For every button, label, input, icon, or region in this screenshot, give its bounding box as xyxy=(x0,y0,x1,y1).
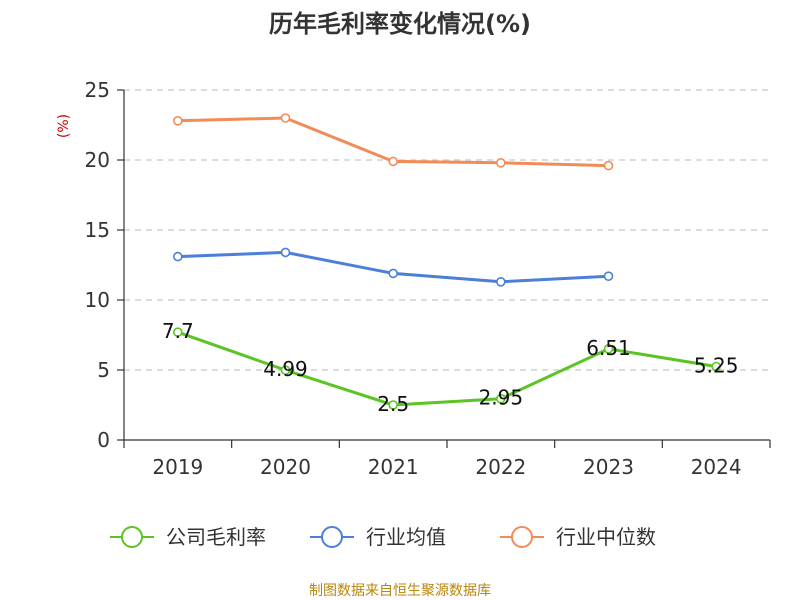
data-point xyxy=(173,251,183,262)
chart-title: 历年毛利率变化情况(%) xyxy=(269,10,531,38)
x-tick-label: 2021 xyxy=(368,455,419,479)
legend-item: 公司毛利率 xyxy=(110,525,266,549)
data-point xyxy=(388,400,398,410)
data-point xyxy=(603,160,614,171)
data-point xyxy=(388,156,398,167)
data-label: 6.51 xyxy=(586,336,631,360)
data-point xyxy=(280,113,291,123)
legend-marker xyxy=(321,526,343,548)
series-area xyxy=(173,113,721,410)
data-point xyxy=(496,276,506,287)
legend-marker xyxy=(121,526,143,548)
data-point xyxy=(603,344,614,354)
y-tick-label: 15 xyxy=(85,218,110,242)
data-point xyxy=(388,268,398,279)
data-label: 7.7 xyxy=(162,319,194,343)
y-tick-label: 5 xyxy=(97,358,110,382)
legend-label: 公司毛利率 xyxy=(166,525,266,549)
data-point xyxy=(173,327,183,338)
y-tick-label: 20 xyxy=(85,148,110,172)
legend-label: 行业中位数 xyxy=(556,525,656,549)
data-point xyxy=(496,158,506,168)
data-point xyxy=(496,393,506,404)
x-tick-label: 2022 xyxy=(475,455,526,479)
data-point xyxy=(280,365,291,375)
x-tick-label: 2020 xyxy=(260,455,311,479)
y-tick-label: 25 xyxy=(85,78,110,102)
axes: 0 5 10 15 20 25 2019 2020 2021 2022 2023 2024 xyxy=(85,78,771,479)
y-tick-label: 10 xyxy=(85,288,110,312)
legend-item: 行业中位数 xyxy=(500,525,656,549)
y-tick-label: 0 xyxy=(97,428,110,452)
y-axis-label: (%) xyxy=(56,114,72,138)
grid xyxy=(124,89,770,371)
series-line xyxy=(177,330,717,407)
x-tick-label: 2023 xyxy=(583,455,634,479)
data-label: 2.95 xyxy=(479,386,524,410)
x-tick-label: 2019 xyxy=(152,455,203,479)
data-point xyxy=(711,361,721,372)
data-label: 5.25 xyxy=(694,354,739,378)
data-point xyxy=(280,247,291,258)
legend-marker xyxy=(511,526,533,548)
data-labels: 7.7 4.99 2.5 2.95 6.51 5.25 xyxy=(162,319,739,416)
data-label: 4.99 xyxy=(263,357,308,381)
legend: 公司毛利率 行业均值 行业中位数 xyxy=(110,525,656,549)
source-note: 制图数据来自恒生聚源数据库 xyxy=(309,583,491,599)
x-tick-label: 2024 xyxy=(691,455,742,479)
data-label: 2.5 xyxy=(377,392,409,416)
legend-label: 行业均值 xyxy=(366,525,446,549)
data-point xyxy=(603,271,614,282)
data-point xyxy=(173,116,183,126)
legend-item: 行业均值 xyxy=(310,525,446,549)
